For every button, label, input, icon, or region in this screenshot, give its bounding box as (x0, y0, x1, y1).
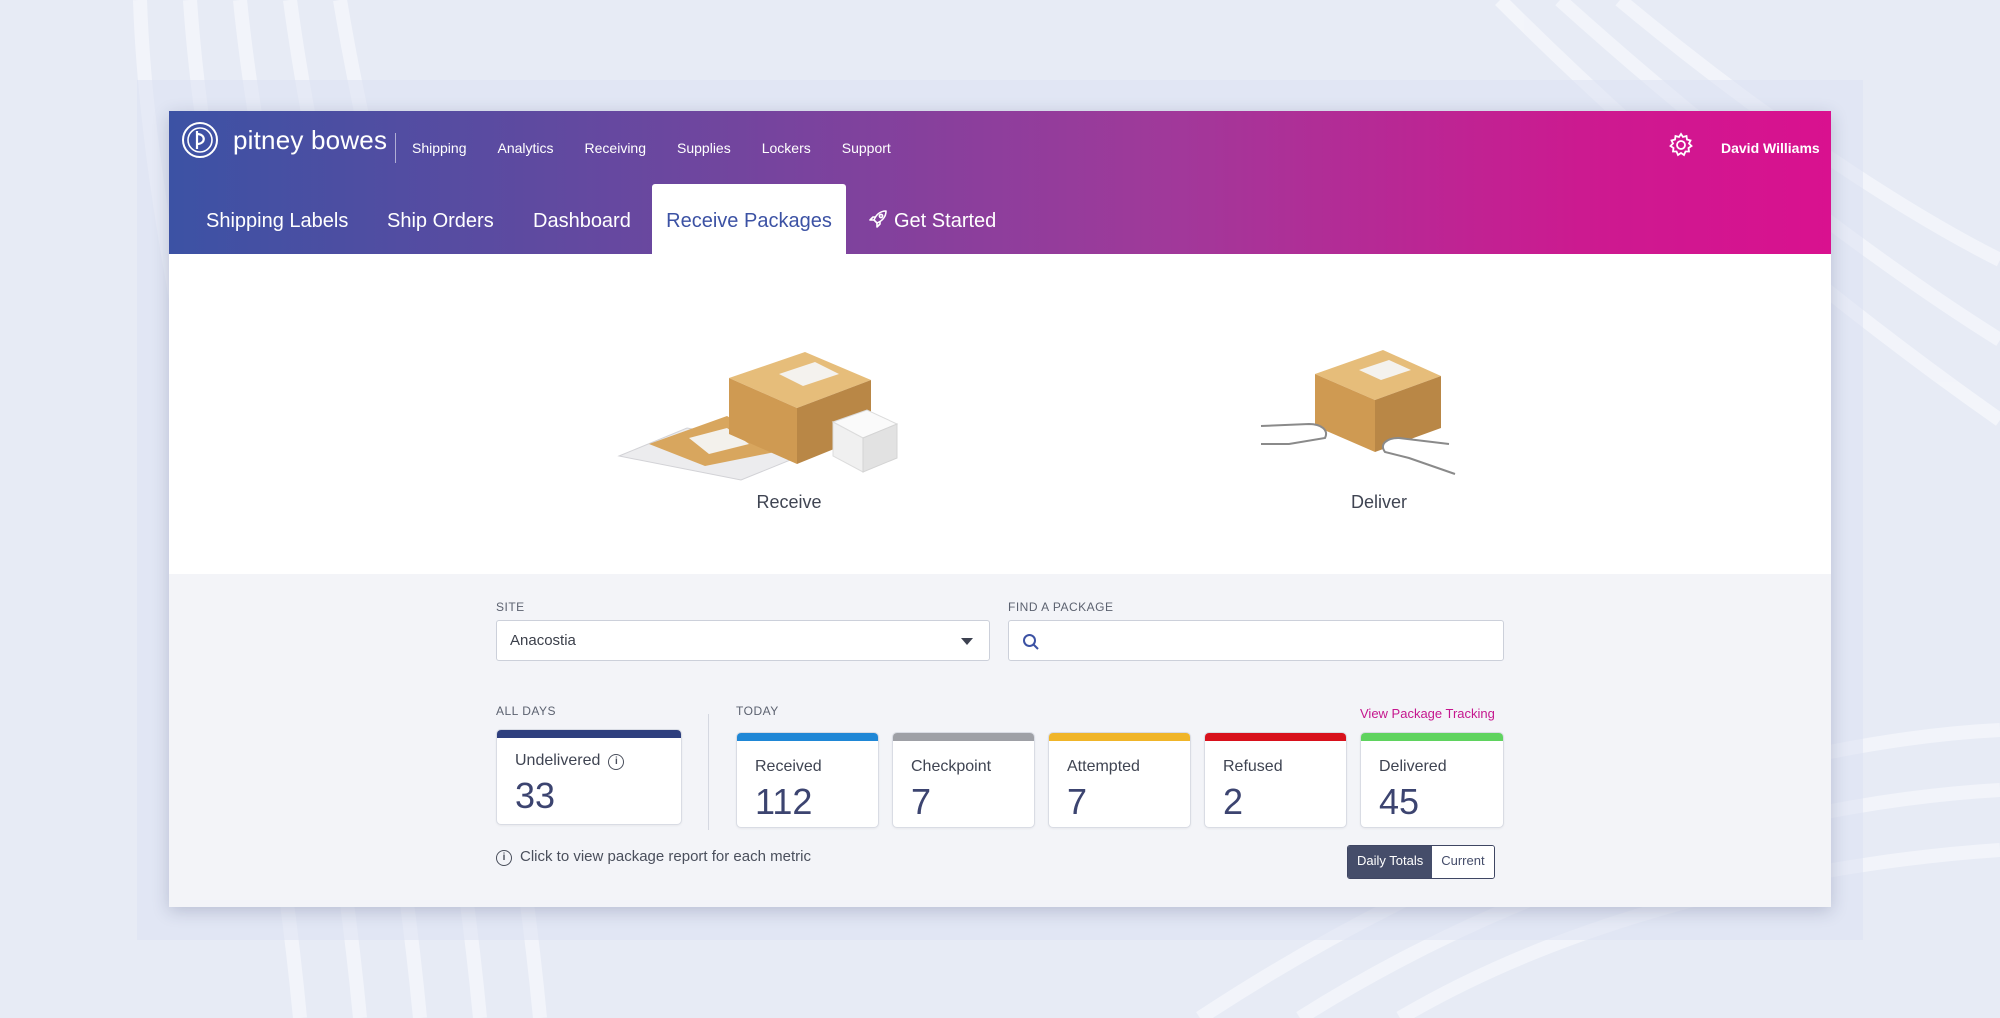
user-name[interactable]: David Williams (1721, 140, 1820, 156)
refused-card-title: Refused (1223, 758, 1283, 775)
checkpoint-card-title: Checkpoint (911, 758, 992, 775)
undelivered-card-bar (497, 730, 681, 738)
undelivered-card[interactable]: Undelivered i 33 (496, 729, 682, 825)
current-button[interactable]: Current (1432, 846, 1494, 878)
deliver-label: Deliver (1350, 492, 1407, 512)
all-days-label: ALL DAYS (496, 704, 557, 718)
attempted-card-title: Attempted (1067, 758, 1140, 775)
delivered-card-bar (1361, 733, 1503, 741)
daily-totals-button[interactable]: Daily Totals (1348, 846, 1433, 878)
tab-ship-orders[interactable]: Ship Orders (387, 210, 494, 232)
gear-icon[interactable] (1667, 131, 1695, 159)
top-nav: Shipping Analytics Receiving Supplies Lo… (412, 133, 891, 163)
metrics-divider (708, 714, 709, 830)
info-icon: i (496, 850, 512, 866)
undelivered-card-title-text: Undelivered (515, 752, 601, 769)
undelivered-card-title: Undelivered i (515, 752, 625, 770)
nav-lockers[interactable]: Lockers (761, 140, 811, 156)
attempted-card-bar (1049, 733, 1190, 741)
nav-receiving[interactable]: Receiving (584, 140, 647, 156)
attempted-card[interactable]: Attempted 7 (1048, 732, 1191, 828)
tab-receive-packages[interactable]: Receive Packages (652, 184, 846, 254)
nav-support[interactable]: Support (841, 140, 891, 156)
hero-panel: Receive Deliver (169, 254, 1831, 574)
info-icon[interactable]: i (608, 754, 625, 770)
checkpoint-card[interactable]: Checkpoint 7 (892, 732, 1035, 828)
find-package-search (1008, 620, 1504, 661)
metric-hint-text: Click to view package report for each me… (520, 848, 811, 865)
receive-label: Receive (756, 492, 822, 512)
view-package-tracking-link[interactable]: View Package Tracking (1360, 706, 1495, 721)
nav-analytics[interactable]: Analytics (497, 140, 554, 156)
find-package-input[interactable] (1049, 627, 1493, 657)
receive-packages-illustration (617, 352, 899, 481)
received-card-bar (737, 733, 878, 741)
received-card-title: Received (755, 758, 822, 775)
header: pitney bowes Shipping Analytics Receivin… (169, 111, 1831, 254)
refused-card-bar (1205, 733, 1346, 741)
app-window: pitney bowes Shipping Analytics Receivin… (169, 111, 1831, 907)
chevron-down-icon (961, 638, 973, 645)
tab-shipping-labels[interactable]: Shipping Labels (206, 210, 349, 232)
brand-logo[interactable]: pitney bowes (181, 121, 387, 159)
delivered-card-title: Delivered (1379, 758, 1447, 775)
today-label: TODAY (736, 704, 779, 718)
find-package-label: FIND A PACKAGE (1008, 600, 1114, 614)
delivered-card-value: 45 (1379, 781, 1420, 822)
tab-dashboard[interactable]: Dashboard (533, 210, 631, 232)
undelivered-card-value: 33 (515, 775, 556, 816)
rocket-icon (869, 210, 887, 228)
search-icon (1023, 634, 1039, 650)
deliver-package-illustration (1260, 350, 1456, 475)
site-select[interactable]: Anacostia (496, 620, 990, 661)
attempted-card-value: 7 (1067, 781, 1088, 822)
tab-get-started-label: Get Started (894, 210, 997, 232)
deliver-tile[interactable]: Deliver (1259, 334, 1499, 514)
checkpoint-card-bar (893, 733, 1034, 741)
site-value: Anacostia (510, 632, 576, 649)
logo-divider (395, 133, 396, 163)
site-label: SITE (496, 600, 525, 614)
nav-supplies[interactable]: Supplies (677, 140, 731, 156)
checkpoint-card-value: 7 (911, 781, 932, 822)
tab-get-started[interactable]: Get Started (868, 184, 996, 254)
pitney-bowes-logo-icon (182, 122, 218, 158)
received-card-value: 112 (755, 781, 813, 822)
received-card[interactable]: Received 112 (736, 732, 879, 828)
totals-toggle: Daily Totals Current (1347, 845, 1495, 879)
brand-name: pitney bowes (233, 124, 388, 155)
refused-card-value: 2 (1223, 781, 1244, 822)
receive-tile[interactable]: Receive (609, 334, 969, 514)
refused-card[interactable]: Refused 2 (1204, 732, 1347, 828)
nav-shipping[interactable]: Shipping (412, 140, 467, 156)
metric-hint: i Click to view package report for each m… (496, 848, 811, 866)
delivered-card[interactable]: Delivered 45 (1360, 732, 1504, 828)
